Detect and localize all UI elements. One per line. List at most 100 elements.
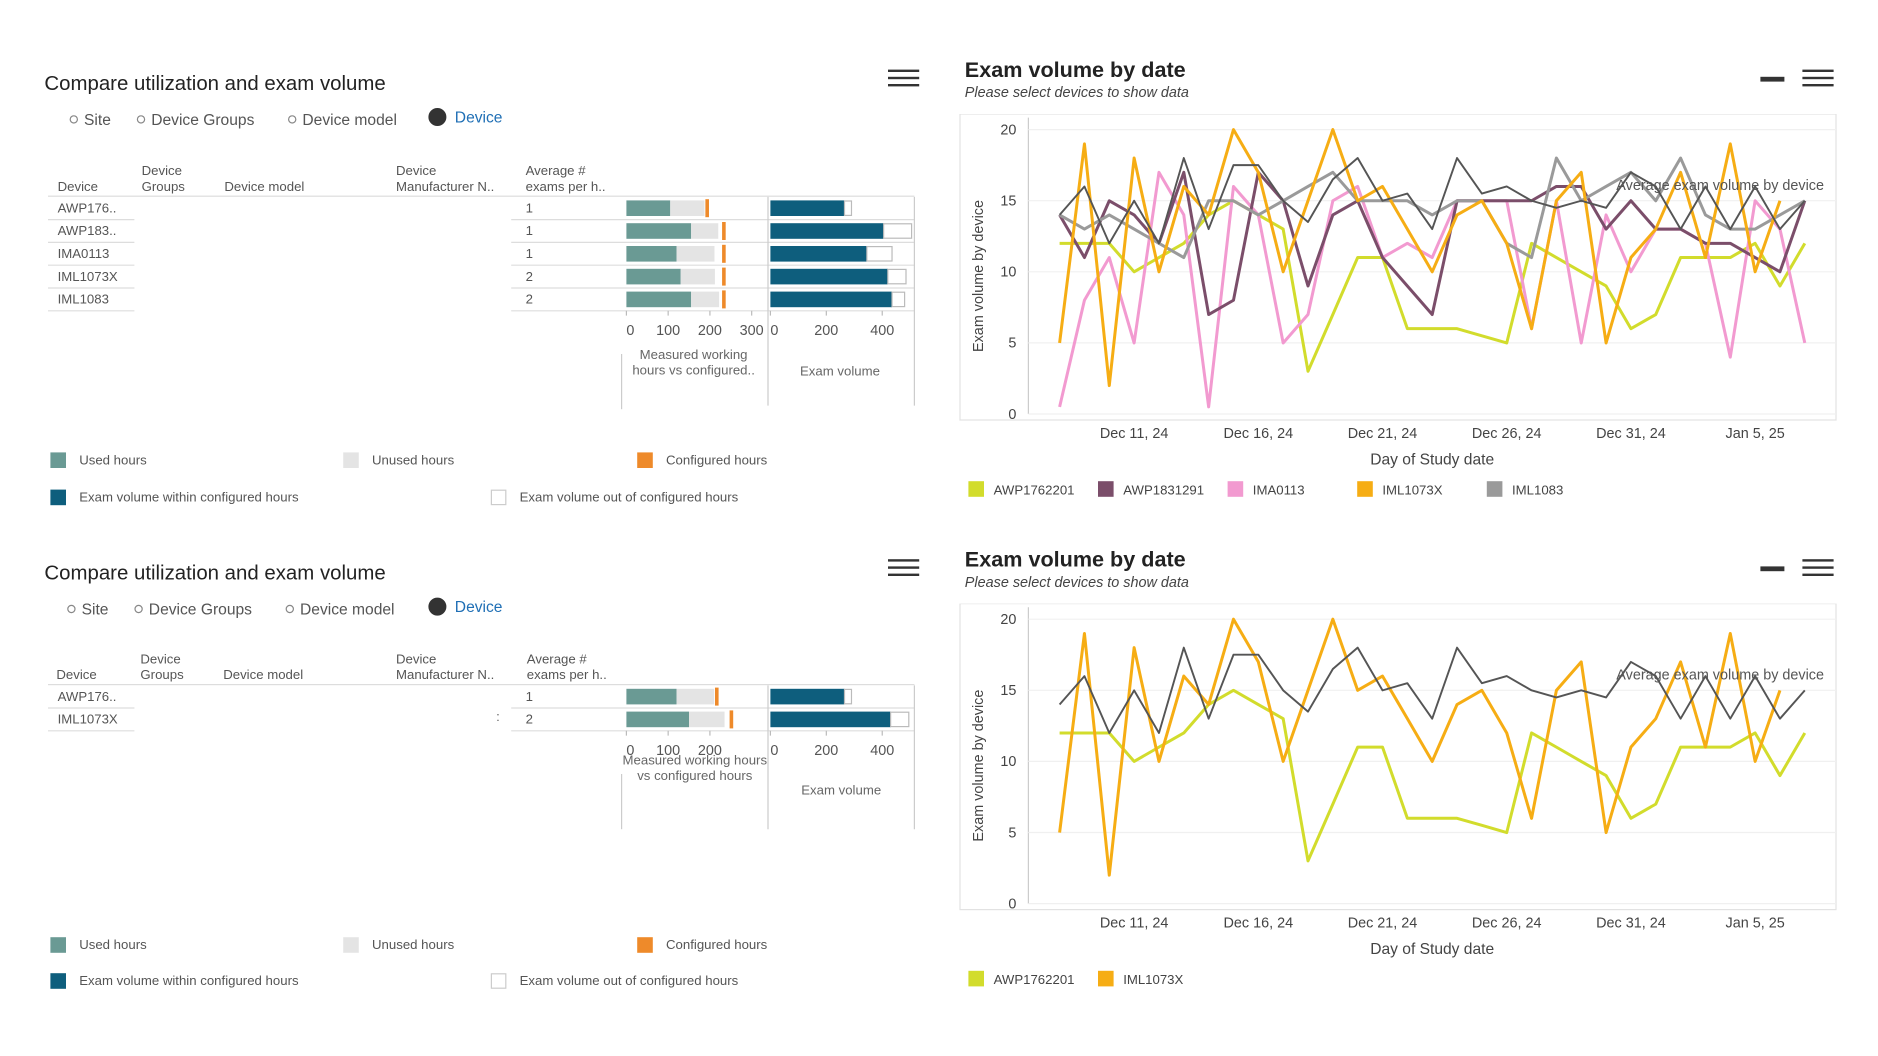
avg-cell: 1 [526, 223, 533, 238]
configured-hours-marker[interactable] [722, 290, 726, 309]
radio-device[interactable]: Device [428, 597, 503, 616]
table-row[interactable]: AWP176.. 1 [48, 687, 915, 709]
legend-exam-within[interactable]: Exam volume within configured hours [50, 489, 299, 506]
configured-hours-marker[interactable] [722, 222, 726, 241]
series-line-AWP1762201[interactable] [1059, 688, 1807, 863]
used-hours-bar[interactable] [626, 711, 690, 728]
configured-hours-marker[interactable] [722, 267, 726, 286]
configured-hours-marker[interactable] [722, 244, 726, 263]
col-header-model[interactable]: Device model [224, 180, 305, 195]
legend-used-hours[interactable]: Used hours [50, 452, 147, 469]
exam-out-bar[interactable] [891, 291, 906, 308]
legend-unused-hours[interactable]: Unused hours [343, 937, 454, 953]
used-hours-bar[interactable] [626, 200, 671, 217]
exam-out-bar[interactable] [887, 268, 907, 285]
table-row[interactable]: IML1073X 2 [48, 710, 915, 732]
legend-item[interactable]: AWP1762201 [968, 970, 1074, 987]
exam-out-bar[interactable] [843, 200, 853, 217]
exam-out-bar[interactable] [843, 688, 853, 705]
unused-hours-bar[interactable] [680, 268, 715, 285]
average-line[interactable] [1058, 157, 1806, 245]
legend-item[interactable]: IML1073X [1098, 970, 1184, 987]
configured-hours-marker[interactable] [705, 199, 709, 218]
unused-hours-bar[interactable] [670, 200, 705, 217]
minimize-icon[interactable] [1760, 566, 1785, 573]
used-hours-bar[interactable] [626, 291, 692, 308]
used-hours-bar[interactable] [626, 688, 677, 705]
legend-label: IMA0113 [1253, 482, 1305, 497]
series-line-AWP1762201[interactable] [1059, 199, 1807, 373]
col-header-device[interactable]: Device [56, 668, 97, 683]
radio-device-groups[interactable]: Device Groups [136, 110, 254, 128]
series-line-IML1083[interactable] [1058, 156, 1806, 260]
series-line-IML1073X[interactable] [1058, 617, 1782, 877]
radio-site[interactable]: Site [67, 600, 108, 618]
table-row[interactable]: IMA0113 1 [48, 244, 915, 266]
legend-used-hours[interactable]: Used hours [50, 937, 147, 953]
table-row[interactable]: IML1073X 2 [48, 267, 915, 289]
exam-out-bar[interactable] [866, 246, 893, 262]
table-row[interactable]: IML1083 2 [48, 290, 915, 312]
legend-exam-out[interactable]: Exam volume out of configured hours [490, 973, 738, 989]
menu-icon[interactable] [1802, 69, 1834, 92]
unused-hours-bar[interactable] [691, 291, 720, 308]
configured-hours-marker[interactable] [714, 687, 719, 706]
legend-configured-hours[interactable]: Configured hours [637, 937, 767, 953]
minimize-icon[interactable] [1760, 76, 1785, 84]
radio-device-model[interactable]: Device model [285, 600, 395, 618]
exam-axis-label: Exam volume [801, 783, 882, 799]
col-header-manufacturer[interactable]: Device Manufacturer N.. [396, 652, 495, 683]
exam-within-bar[interactable] [770, 223, 884, 239]
unused-hours-bar[interactable] [676, 246, 715, 262]
col-header-groups[interactable]: Device Groups [141, 164, 185, 195]
radio-label: Device [454, 108, 503, 127]
radio-device-groups[interactable]: Device Groups [134, 600, 252, 618]
legend-item[interactable]: AWP1762201 [968, 481, 1074, 497]
legend-label: Unused hours [372, 453, 455, 468]
used-hours-bar[interactable] [626, 246, 677, 262]
exam-within-bar[interactable] [770, 711, 891, 728]
col-header-avg[interactable]: Average # exams per h.. [525, 164, 606, 195]
legend-label: AWP1831291 [1123, 482, 1204, 497]
y-tick-label: 5 [1008, 336, 1016, 352]
legend-unused-hours[interactable]: Unused hours [343, 452, 455, 469]
table-row[interactable]: AWP176.. 1 [48, 199, 915, 221]
col-header-device[interactable]: Device [57, 180, 98, 195]
menu-icon[interactable] [888, 559, 920, 581]
radio-device-model[interactable]: Device model [288, 110, 397, 128]
exam-within-bar[interactable] [770, 246, 867, 262]
col-header-avg[interactable]: Average # exams per h.. [526, 652, 607, 683]
legend-item[interactable]: IMA0113 [1227, 481, 1305, 497]
exam-out-bar[interactable] [883, 223, 913, 239]
col-header-groups[interactable]: Device Groups [140, 652, 184, 683]
radio-site[interactable]: Site [69, 110, 111, 128]
col-header-manufacturer[interactable]: Device Manufacturer N.. [396, 164, 495, 195]
unused-hours-bar[interactable] [676, 688, 715, 705]
used-hours-bar[interactable] [626, 268, 681, 285]
device-cell: AWP183.. [58, 223, 117, 238]
legend-configured-hours[interactable]: Configured hours [637, 452, 767, 469]
legend-exam-out[interactable]: Exam volume out of configured hours [490, 489, 738, 506]
unused-hours-bar[interactable] [691, 223, 719, 239]
col-header-model[interactable]: Device model [223, 668, 304, 683]
unused-hours-bar[interactable] [689, 711, 725, 728]
exam-within-bar[interactable] [770, 200, 845, 217]
legend-item[interactable]: AWP1831291 [1098, 481, 1204, 497]
legend-exam-within[interactable]: Exam volume within configured hours [50, 973, 299, 989]
utilization-table: AWP176.. 1 IML1073X 2 0 100 200 0 200 400 [48, 685, 916, 830]
exam-out-bar[interactable] [890, 711, 910, 728]
radio-device[interactable]: Device [428, 108, 503, 127]
used-hours-bar[interactable] [626, 223, 692, 239]
legend-item[interactable]: IML1073X [1357, 481, 1443, 497]
menu-icon[interactable] [888, 69, 920, 92]
average-line[interactable] [1058, 646, 1806, 734]
configured-hours-marker[interactable] [729, 710, 734, 729]
menu-icon[interactable] [1802, 559, 1834, 581]
exam-within-bar[interactable] [770, 268, 888, 285]
exam-within-bar[interactable] [770, 688, 845, 705]
legend-item[interactable]: IML1083 [1486, 481, 1564, 497]
legend-swatch [1227, 481, 1244, 497]
series-line-IML1073X[interactable] [1058, 128, 1782, 388]
exam-within-bar[interactable] [770, 291, 893, 308]
table-row[interactable]: AWP183.. 1 [48, 222, 915, 244]
